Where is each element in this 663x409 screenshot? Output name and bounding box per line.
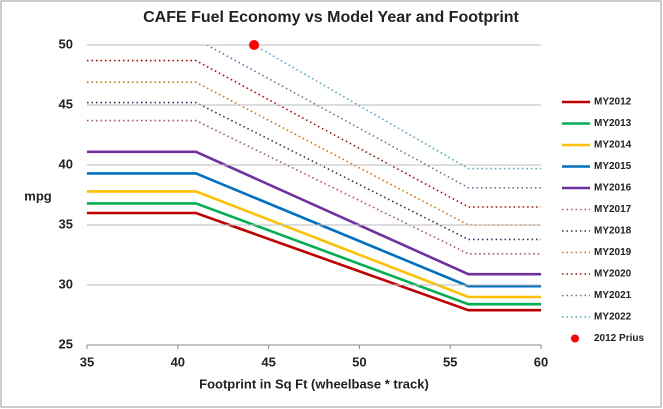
x-tick-label: 40: [171, 354, 185, 369]
line: [87, 119, 541, 255]
legend-label: MY2014: [594, 140, 632, 151]
plot-area: [87, 45, 541, 312]
x-tick-label: 60: [534, 354, 548, 369]
x-tick-label: 45: [261, 354, 275, 369]
line: [87, 81, 541, 226]
line: [87, 150, 541, 276]
x-axis-label: Footprint in Sq Ft (wheelbase * track): [199, 376, 429, 391]
line: [87, 59, 541, 208]
legend-label: MY2018: [594, 226, 632, 237]
legend-label: MY2020: [594, 269, 632, 280]
y-tick-label: 40: [59, 156, 73, 171]
y-tick-label: 30: [59, 276, 73, 291]
legend-label: MY2016: [594, 183, 632, 194]
legend-label: MY2012: [594, 97, 632, 108]
point: [249, 40, 260, 50]
line: [87, 202, 541, 306]
line: [87, 172, 541, 288]
legend-label: MY2019: [594, 247, 632, 258]
line: [252, 45, 541, 170]
line: [87, 211, 541, 312]
y-tick-label: 50: [59, 36, 73, 51]
y-tick-label: 45: [59, 96, 73, 111]
y-axis-label: mpg: [24, 188, 52, 203]
x-tick-label: 55: [443, 354, 457, 369]
legend-label: MY2021: [594, 290, 632, 301]
line: [87, 101, 541, 241]
line: [87, 190, 541, 299]
y-tick-label: 35: [59, 216, 73, 231]
x-tick-label: 50: [352, 354, 366, 369]
legend-label: MY2013: [594, 118, 632, 129]
legend-label: MY2022: [594, 312, 632, 323]
legend-label: 2012 Prius: [594, 333, 644, 344]
legend-label: MY2017: [594, 204, 632, 215]
y-tick-label: 25: [59, 336, 73, 351]
legend-marker: [571, 334, 579, 343]
line: [205, 45, 541, 189]
legend-label: MY2015: [594, 161, 632, 172]
chart-title: CAFE Fuel Economy vs Model Year and Foot…: [143, 9, 519, 26]
x-tick-label: 35: [80, 354, 94, 369]
